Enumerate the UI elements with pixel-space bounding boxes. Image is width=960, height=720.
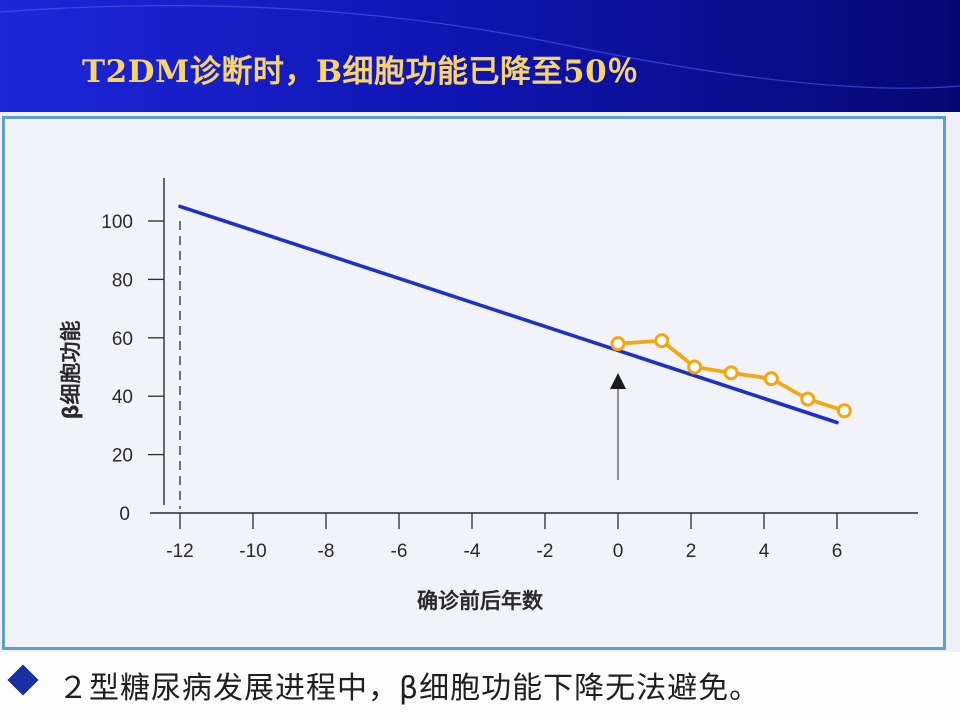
x-tick-label: -8 bbox=[318, 541, 335, 562]
label-layer: 0 20 40 60 80 100 -12 -10 -8 -6 -4 -2 0 2 4 6 确诊前后年数 β细胞功… bbox=[59, 212, 842, 613]
series-layer bbox=[178, 204, 852, 425]
trend-line bbox=[178, 204, 839, 425]
x-tick-label: -10 bbox=[239, 541, 266, 562]
x-axis-title: 确诊前后年数 bbox=[417, 589, 544, 613]
footer-bar bbox=[0, 652, 960, 720]
x-tick-label: 0 bbox=[613, 541, 624, 562]
observed-point bbox=[687, 359, 703, 375]
y-tick-label: 0 bbox=[119, 504, 130, 525]
footer-caption: ２型糖尿病发展进程中，β细胞功能下降无法避免。 bbox=[58, 671, 761, 706]
observed-point bbox=[800, 391, 816, 407]
x-tick-label: 6 bbox=[832, 541, 843, 562]
axes-layer bbox=[148, 178, 918, 529]
slide-title: T2DM诊断时，B细胞功能已降至50％ bbox=[82, 54, 639, 90]
y-tick-label: 80 bbox=[112, 270, 133, 291]
y-tick-label: 100 bbox=[101, 212, 133, 233]
observed-point bbox=[763, 371, 779, 387]
x-tick-label: -12 bbox=[166, 541, 193, 562]
observed-point bbox=[836, 403, 852, 419]
x-tick-label: 2 bbox=[686, 541, 697, 562]
header-decor-curve bbox=[0, 5, 960, 89]
y-tick-label: 60 bbox=[112, 329, 133, 350]
observed-point bbox=[610, 336, 626, 352]
diagnosis-arrow-head bbox=[610, 373, 626, 389]
observed-point bbox=[654, 333, 670, 349]
x-tick-label: -4 bbox=[464, 541, 481, 562]
y-axis-title: β细胞功能 bbox=[59, 320, 83, 419]
y-tick-label: 40 bbox=[112, 387, 133, 408]
x-tick-label: -2 bbox=[537, 541, 554, 562]
x-tick-label: -6 bbox=[391, 541, 408, 562]
observed-point bbox=[723, 365, 739, 381]
y-tick-label: 20 bbox=[112, 446, 133, 467]
chart-frame bbox=[2, 116, 946, 650]
x-tick-label: 4 bbox=[759, 541, 770, 562]
slide-header: T2DM诊断时，B细胞功能已降至50％ bbox=[0, 0, 960, 112]
